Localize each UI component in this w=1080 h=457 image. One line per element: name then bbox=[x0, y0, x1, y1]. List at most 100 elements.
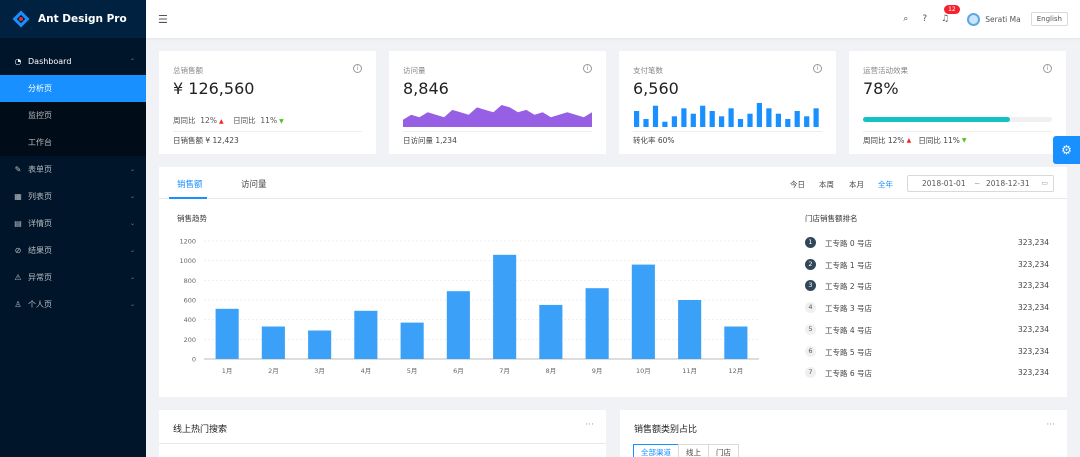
sidebar-item-label: 工作台 bbox=[28, 138, 52, 147]
chevron-down-icon: ⌄ bbox=[129, 301, 135, 308]
radio-online[interactable]: 线上 bbox=[678, 444, 709, 457]
store-name: 工专路 3 号店 bbox=[825, 304, 873, 314]
sales-card: 销售额 访问量 今日 本周 本月 全年 2018-01-01 ~ 2018-12… bbox=[159, 167, 1067, 397]
date-start: 2018-01-01 bbox=[922, 179, 966, 188]
sidebar-item-list[interactable]: ▦ 列表页 ⌄ bbox=[0, 183, 146, 210]
stat-card-operations: 运营活动效果 i 78% 周同比 12% ▲ 日同比 11% ▼ bbox=[849, 51, 1066, 154]
info-icon[interactable]: i bbox=[1043, 64, 1052, 73]
tab-sales[interactable]: 销售额 bbox=[177, 180, 203, 190]
range-today[interactable]: 今日 bbox=[790, 180, 805, 189]
ranking-item: 2 工专路 1 号店 323,234 bbox=[805, 258, 1049, 272]
language-switch[interactable]: English bbox=[1030, 12, 1068, 26]
mini-bar bbox=[652, 105, 659, 127]
sales-bar[interactable] bbox=[678, 300, 702, 359]
sales-bar[interactable] bbox=[724, 326, 748, 360]
radio-store[interactable]: 门店 bbox=[708, 444, 739, 457]
help-icon[interactable]: ? bbox=[922, 14, 928, 24]
rank-number: 7 bbox=[805, 367, 816, 379]
more-icon[interactable]: ··· bbox=[1046, 420, 1055, 430]
range-week[interactable]: 本周 bbox=[819, 180, 834, 189]
warning-icon: ⚠ bbox=[14, 273, 22, 282]
store-name: 工专路 2 号店 bbox=[825, 282, 873, 292]
notification-badge: 12 bbox=[944, 5, 960, 14]
trend-value: 12% bbox=[200, 116, 217, 125]
date-separator: ~ bbox=[974, 179, 981, 188]
sales-bar[interactable] bbox=[400, 322, 424, 359]
info-icon[interactable]: i bbox=[353, 64, 362, 73]
stat-footer: 转化率 60% bbox=[633, 131, 822, 149]
sidebar-item-dashboard[interactable]: ◔ Dashboard ⌃ bbox=[0, 48, 146, 75]
ranking-item: 6 工专路 5 号店 323,234 bbox=[805, 345, 1049, 359]
search-icon[interactable]: ⌕ bbox=[903, 14, 909, 24]
sales-bar[interactable] bbox=[308, 330, 332, 360]
range-month[interactable]: 本月 bbox=[849, 180, 864, 189]
mini-bar bbox=[775, 113, 781, 127]
sales-bar[interactable] bbox=[215, 308, 239, 359]
mini-bar bbox=[709, 111, 715, 127]
bell-icon[interactable]: ♫ 12 bbox=[941, 5, 960, 24]
trend-label: 周同比 bbox=[863, 136, 886, 145]
ranking-item: 5 工专路 4 号店 323,234 bbox=[805, 323, 1049, 337]
date-range-picker[interactable]: 2018-01-01 ~ 2018-12-31 ▭ bbox=[907, 175, 1054, 192]
sidebar-item-label: 结果页 bbox=[28, 246, 52, 255]
table-icon: ▦ bbox=[14, 192, 22, 201]
trend-value: 12% bbox=[887, 136, 905, 145]
sidebar: Ant Design Pro ◔ Dashboard ⌃ 分析页 监控页 工作台… bbox=[0, 0, 146, 457]
sales-bar[interactable] bbox=[261, 326, 285, 360]
sidebar-item-form[interactable]: ✎ 表单页 ⌄ bbox=[0, 156, 146, 183]
sales-bar[interactable] bbox=[585, 288, 609, 359]
chevron-down-icon: ⌄ bbox=[129, 220, 135, 227]
sidebar-item-analysis[interactable]: 分析页 bbox=[0, 75, 146, 102]
range-year[interactable]: 全年 bbox=[878, 180, 893, 189]
sidebar-item-exception[interactable]: ⚠ 异常页 ⌄ bbox=[0, 264, 146, 291]
sales-bar[interactable] bbox=[631, 264, 655, 359]
mini-bar bbox=[785, 119, 791, 127]
store-sales-value: 323,234 bbox=[1017, 346, 1049, 356]
caret-up-icon: ▲ bbox=[218, 118, 224, 125]
stat-card-payments: 支付笔数 i 6,560 转化率 60% bbox=[619, 51, 836, 154]
stat-value: 78% bbox=[863, 79, 899, 98]
stat-footer: 周同比 12% ▲ 日同比 11% ▼ bbox=[863, 131, 1052, 149]
avatar[interactable] bbox=[967, 12, 981, 26]
sidebar-item-result[interactable]: ⊘ 结果页 ⌄ bbox=[0, 237, 146, 264]
sales-bar[interactable] bbox=[354, 310, 378, 359]
logo-icon bbox=[12, 10, 30, 28]
mini-bar bbox=[804, 116, 810, 127]
store-name: 工专路 5 号店 bbox=[825, 347, 873, 357]
sidebar-item-monitor[interactable]: 监控页 bbox=[0, 102, 146, 129]
stat-value: ¥ 126,560 bbox=[173, 79, 255, 98]
rank-number: 1 bbox=[805, 237, 816, 248]
x-tick-label: 6月 bbox=[453, 367, 464, 375]
radio-all-channels[interactable]: 全部渠道 bbox=[633, 444, 679, 457]
sidebar-item-label: 异常页 bbox=[28, 273, 52, 282]
form-icon: ✎ bbox=[14, 165, 22, 174]
tab-visits[interactable]: 访问量 bbox=[241, 180, 267, 190]
mini-bar bbox=[690, 113, 696, 127]
settings-gear-icon[interactable]: ⚙ bbox=[1053, 136, 1080, 164]
store-sales-value: 323,234 bbox=[1017, 259, 1049, 269]
chevron-down-icon: ⌄ bbox=[129, 247, 135, 254]
rank-number: 6 bbox=[805, 345, 816, 357]
stat-card-visits: 访问量 i 8,846 日访问量 1,234 bbox=[389, 51, 606, 154]
sales-bar[interactable] bbox=[539, 304, 563, 359]
logo[interactable]: Ant Design Pro bbox=[0, 0, 146, 38]
ranking-item: 4 工专路 3 号店 323,234 bbox=[805, 301, 1049, 315]
menu-fold-icon[interactable]: ☰ bbox=[158, 12, 168, 26]
sidebar-item-account[interactable]: ♙ 个人页 ⌄ bbox=[0, 291, 146, 318]
sales-bar[interactable] bbox=[493, 254, 517, 359]
y-tick-label: 200 bbox=[184, 336, 196, 344]
sidebar-item-workplace[interactable]: 工作台 bbox=[0, 129, 146, 156]
stat-card-sales: 总销售额 i ¥ 126,560 周同比 12% ▲ 日同比 11% ▼ 日销售额 … bbox=[159, 51, 376, 154]
more-icon[interactable]: ··· bbox=[585, 420, 594, 430]
info-icon[interactable]: i bbox=[813, 64, 822, 73]
y-tick-label: 600 bbox=[184, 297, 196, 305]
info-icon[interactable]: i bbox=[583, 64, 592, 73]
username[interactable]: Serati Ma bbox=[985, 14, 1021, 24]
sidebar-item-label: 详情页 bbox=[28, 219, 52, 228]
sidebar-item-label: 个人页 bbox=[28, 300, 52, 309]
ranking-item: 1 工专路 0 号店 323,234 bbox=[805, 236, 1049, 250]
store-sales-value: 323,234 bbox=[1017, 303, 1049, 313]
sales-bar[interactable] bbox=[446, 291, 470, 359]
stat-footer: 日访问量 1,234 bbox=[403, 131, 592, 149]
sidebar-item-profile[interactable]: ▤ 详情页 ⌄ bbox=[0, 210, 146, 237]
